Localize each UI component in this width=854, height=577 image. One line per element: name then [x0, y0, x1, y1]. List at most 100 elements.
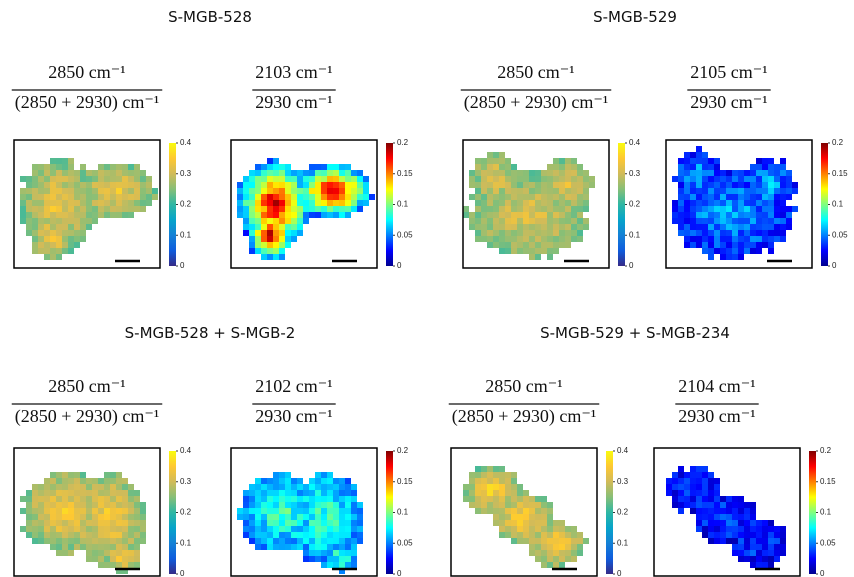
map-pixel — [714, 484, 720, 490]
map-pixel — [475, 170, 481, 176]
map-pixel — [333, 194, 339, 200]
map-pixel — [273, 236, 279, 242]
map-pixel — [750, 194, 756, 200]
map-pixel — [565, 194, 571, 200]
map-pixel — [690, 170, 696, 176]
map-pixel — [487, 212, 493, 218]
map-pixel — [481, 164, 487, 170]
colorbar — [821, 143, 828, 266]
map-pixel — [32, 526, 38, 532]
map-pixel — [559, 206, 565, 212]
map-pixel — [74, 170, 80, 176]
map-pixel — [535, 194, 541, 200]
map-pixel — [511, 176, 517, 182]
map-pixel — [74, 532, 80, 538]
map-pixel — [481, 224, 487, 230]
map-pixel — [786, 176, 792, 182]
map-pixel — [291, 206, 297, 212]
map-pixel — [267, 478, 273, 484]
map-pixel — [357, 182, 363, 188]
map-pixel — [696, 188, 702, 194]
map-pixel — [511, 520, 517, 526]
map-pixel — [529, 182, 535, 188]
map-pixel — [80, 194, 86, 200]
map-pixel — [744, 544, 750, 550]
map-pixel — [98, 478, 104, 484]
map-pixel — [696, 230, 702, 236]
map-pixel — [714, 490, 720, 496]
map-pixel — [327, 212, 333, 218]
map-pixel — [702, 508, 708, 514]
map-pixel — [750, 212, 756, 218]
map-pixel — [517, 484, 523, 490]
map-pixel — [541, 242, 547, 248]
map-pixel — [50, 526, 56, 532]
map-pixel — [720, 212, 726, 218]
numerator: 2850 cm⁻¹ — [48, 376, 125, 396]
map-pixel — [291, 200, 297, 206]
map-pixel — [511, 236, 517, 242]
map-pixel — [32, 496, 38, 502]
map-pixel — [321, 538, 327, 544]
map-pixel — [74, 200, 80, 206]
map-pixel — [696, 502, 702, 508]
map-pixel — [321, 514, 327, 520]
map-pixel — [26, 230, 32, 236]
map-pixel — [535, 218, 541, 224]
map-pixel — [333, 484, 339, 490]
map-pixel — [744, 212, 750, 218]
map-pixel — [279, 236, 285, 242]
map-pixel — [273, 514, 279, 520]
map-pixel — [279, 544, 285, 550]
map-pixel — [134, 538, 140, 544]
map-pixel — [565, 224, 571, 230]
map-pixel — [68, 158, 74, 164]
map-pixel — [86, 508, 92, 514]
map-pixel — [255, 478, 261, 484]
map-pixel — [92, 508, 98, 514]
colorbar-tick-label: 0.15 — [397, 169, 413, 178]
map-pixel — [285, 242, 291, 248]
map-pixel — [237, 194, 243, 200]
map-pixel — [80, 508, 86, 514]
map-pixel — [44, 254, 50, 260]
map-pixel — [720, 248, 726, 254]
map-pixel — [297, 212, 303, 218]
map-pixel — [756, 526, 762, 532]
map-pixel — [529, 218, 535, 224]
map-pixel — [32, 230, 38, 236]
map-pixel — [32, 490, 38, 496]
map-pixel — [50, 170, 56, 176]
map-pixel — [690, 496, 696, 502]
map-pixel — [333, 182, 339, 188]
map-pixel — [345, 212, 351, 218]
map-pixel — [768, 248, 774, 254]
map-pixel — [726, 502, 732, 508]
map-pixel — [339, 188, 345, 194]
map-pixel — [303, 514, 309, 520]
map-pixel — [690, 182, 696, 188]
map-pixel — [279, 164, 285, 170]
map-pixel — [243, 206, 249, 212]
map-pixel — [122, 478, 128, 484]
map-pixel — [463, 496, 469, 502]
map-pixel — [565, 236, 571, 242]
colorbar-tick-label: 0 — [820, 569, 825, 577]
map-pixel — [267, 212, 273, 218]
map-pixel — [475, 218, 481, 224]
map-pixel — [517, 514, 523, 520]
map-pixel — [80, 526, 86, 532]
map-pixel — [50, 164, 56, 170]
map-pixel — [541, 236, 547, 242]
map-pixel — [80, 478, 86, 484]
map-pixel — [511, 502, 517, 508]
map-pixel — [333, 532, 339, 538]
map-pixel — [511, 170, 517, 176]
map-pixel — [285, 520, 291, 526]
map-pixel — [297, 538, 303, 544]
map-pixel — [333, 188, 339, 194]
map-pixel — [26, 182, 32, 188]
map-pixel — [499, 230, 505, 236]
map-pixel — [529, 526, 535, 532]
denominator: 2930 cm⁻¹ — [255, 92, 332, 112]
